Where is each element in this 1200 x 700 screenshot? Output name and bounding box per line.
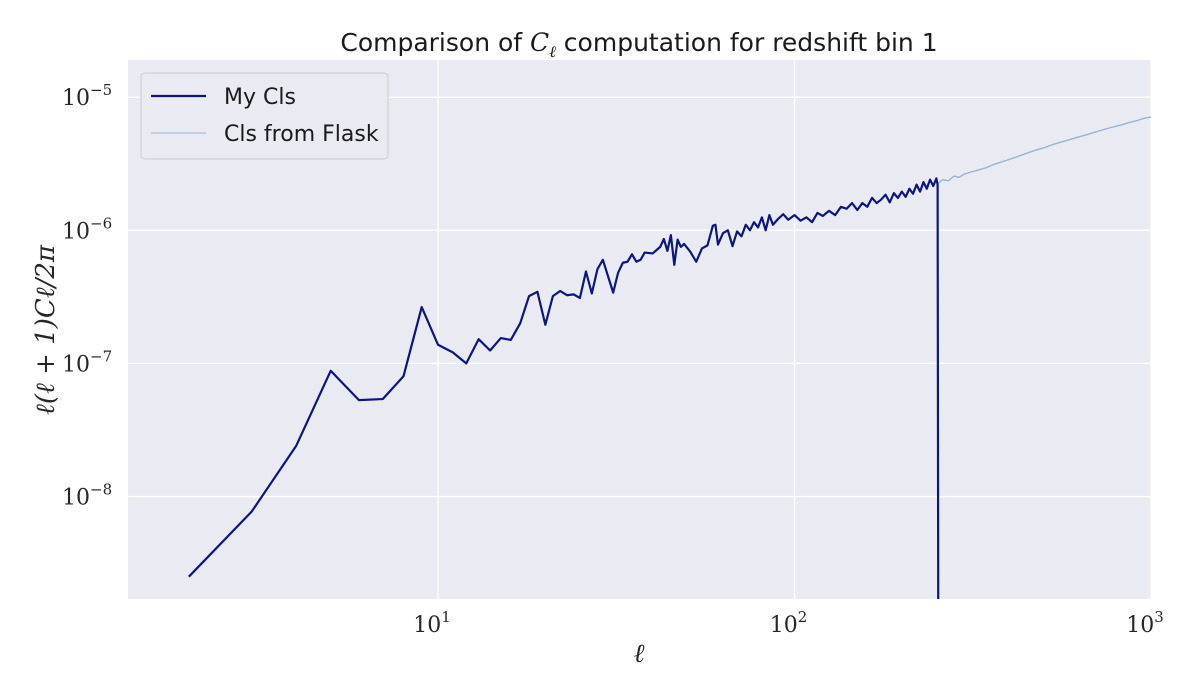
x-tick-label: 101 (413, 608, 451, 638)
x-tick-label: 102 (770, 608, 808, 638)
chart-title: Comparison of Cℓ computation for redshif… (340, 28, 937, 61)
legend-box (140, 72, 389, 160)
y-tick-labels: 10−5 10−6 10−7 10−8 (62, 81, 112, 510)
series-line-my-cls (188, 177, 940, 600)
y-tick-label: 10−6 (62, 214, 112, 244)
series-line-flask (937, 116, 1152, 184)
y-tick-label: 10−7 (62, 347, 112, 377)
x-tick-label: 103 (1126, 608, 1164, 638)
x-tick-labels: 101 102 103 (413, 608, 1164, 638)
series-layer (188, 116, 1152, 600)
x-axis-label: ℓ (634, 639, 645, 669)
y-tick-label: 10−8 (62, 481, 112, 511)
y-tick-label: 10−5 (62, 81, 112, 111)
legend: My Cls Cls from Flask (140, 72, 389, 160)
legend-label-flask: Cls from Flask (224, 122, 379, 147)
y-axis-label: ℓ(ℓ + 1)Cℓ/2π (31, 244, 61, 415)
legend-label-my-cls: My Cls (224, 85, 296, 110)
